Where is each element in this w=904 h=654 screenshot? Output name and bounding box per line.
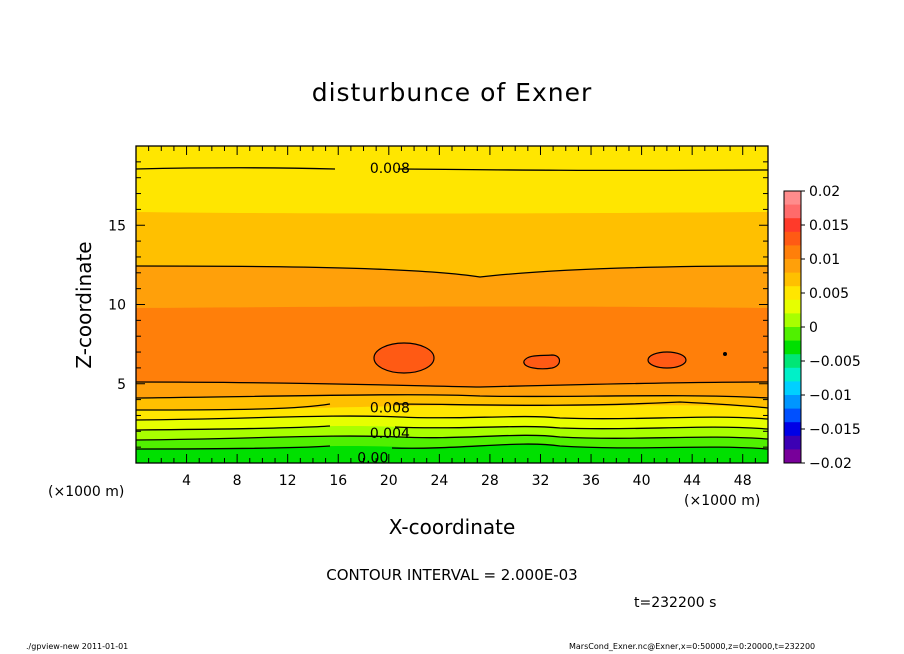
colorbar-label: −0.015: [809, 422, 861, 438]
contour-line-top-b: [397, 168, 768, 172]
contour-line-0.002: [136, 434, 768, 441]
colorbar-label: 0: [809, 320, 818, 336]
x-tick-label: 48: [734, 473, 752, 489]
x-tick-label: 16: [329, 473, 347, 489]
y-tick-label: 15: [108, 218, 126, 234]
band-lower-deep-green: [136, 444, 768, 463]
plot-area: [136, 146, 768, 463]
contour-line-0.006: [136, 415, 768, 421]
colorbar-segment: [784, 340, 801, 355]
colorbar-segment: [784, 313, 801, 328]
high-cell-3: [647, 351, 687, 369]
colorbar-segment: [784, 449, 801, 464]
y-tick-label: 10: [108, 298, 126, 314]
high-cell-2: [523, 354, 561, 370]
contour-line-0.012: [136, 265, 768, 278]
colorbar-segment: [784, 259, 801, 274]
contour-interval-text: CONTOUR INTERVAL = 2.000E-03: [326, 566, 578, 584]
colorbar-segment: [784, 231, 801, 246]
colorbar-segment: [784, 218, 801, 233]
x-axis-label: X-coordinate: [388, 515, 516, 539]
colorbar-segment: [784, 354, 801, 369]
colorbar-label: 0.01: [809, 252, 840, 268]
x-tick-label: 40: [633, 473, 651, 489]
y-tick-label: 5: [117, 377, 126, 393]
colorbar: 0.02 0.015 0.01 0.005 0 −0.005 −0.01 −0.015 −0.0…: [783, 184, 861, 472]
colorbar-segment: [784, 191, 801, 206]
colorbar-label: 0.005: [809, 286, 849, 302]
colorbar-label: 0.02: [809, 184, 840, 200]
x-unit-label-right: (×1000 m): [684, 493, 761, 509]
contour-label: 0.008: [370, 161, 410, 177]
x-tick-label: 32: [532, 473, 550, 489]
contour-line-0.000-b: [391, 443, 768, 450]
colorbar-label: −0.02: [809, 456, 852, 472]
x-unit-label-left: (×1000 m): [48, 484, 125, 500]
time-label: t=232200 s: [634, 595, 717, 611]
colorbar-segment: [784, 381, 801, 396]
colorbar-label: −0.01: [809, 388, 852, 404]
colorbar-segment: [784, 272, 801, 287]
contour-line-lower-0.010: [136, 394, 768, 399]
colorbar-segment: [784, 367, 801, 382]
contour-line-0.008-a: [136, 403, 331, 411]
footer-right-text: MarsCond_Exner.nc@Exner,x=0:50000,z=0:20…: [569, 642, 816, 651]
x-tick-label: 4: [182, 473, 191, 489]
x-axis-ticks: 4 8 12 16 20 24 28 32 36 40 44 48: [148, 146, 756, 489]
contour-line-top-a: [136, 167, 336, 170]
high-cell-1: [373, 342, 435, 374]
y-axis-ticks: 5 10 15: [108, 161, 768, 448]
x-tick-label: 12: [279, 473, 297, 489]
contour-line-0.008-b: [394, 401, 768, 409]
colorbar-segment: [784, 286, 801, 301]
contour-label: 0.00: [357, 450, 388, 466]
x-tick-label: 24: [430, 473, 448, 489]
colorbar-segment: [784, 299, 801, 314]
colorbar-label: 0.015: [809, 218, 849, 234]
x-tick-label: 36: [582, 473, 600, 489]
x-tick-label: 28: [481, 473, 499, 489]
contour-labels: 0.008 0.008 0.004 0.00: [357, 161, 410, 466]
contour-label: 0.008: [370, 401, 410, 417]
high-cell-4: [723, 352, 727, 356]
contour-line-0.000-a: [136, 445, 331, 450]
contour-line-0.004-b: [394, 425, 768, 430]
colorbar-segment: [784, 245, 801, 260]
colorbar-segment: [784, 204, 801, 219]
contour-label: 0.004: [370, 426, 410, 442]
contour-line-lower-0.012: [136, 381, 768, 388]
colorbar-segment: [784, 395, 801, 410]
contour-line-0.004-a: [136, 425, 331, 431]
x-tick-label: 44: [683, 473, 701, 489]
colorbar-segment: [784, 327, 801, 342]
colorbar-label: −0.005: [809, 354, 861, 370]
chart-title: disturbunce of Exner: [311, 78, 593, 107]
footer-left-text: ./gpview-new 2011-01-01: [26, 642, 129, 651]
x-tick-label: 8: [233, 473, 242, 489]
colorbar-segment: [784, 435, 801, 450]
colorbar-segment: [784, 408, 801, 423]
colorbar-segment: [784, 422, 801, 437]
x-tick-label: 20: [380, 473, 398, 489]
